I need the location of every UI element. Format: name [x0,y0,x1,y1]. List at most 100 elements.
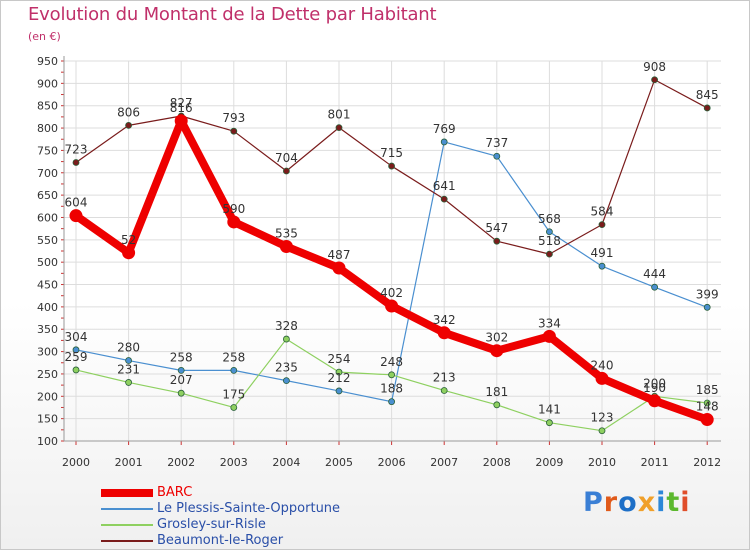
logo-letter: i [680,487,691,518]
data-point-le-plessis-sainte-opportune [493,152,501,160]
data-label-grosley-sur-risle: 328 [275,319,298,333]
data-label-grosley-sur-risle: 123 [591,411,614,425]
data-label-barc: 342 [433,313,456,327]
proxiti-logo: Proxiti [583,487,691,518]
y-tick-label: 850 [37,100,58,113]
logo-letter: P [583,487,604,518]
y-tick-label: 300 [37,346,58,359]
data-point-grosley-sur-risle [493,401,501,409]
data-label-barc: 487 [328,248,351,262]
data-label-le-plessis-sainte-opportune: 399 [696,287,719,301]
logo-letter: i [656,487,667,518]
data-label-barc: 590 [222,202,245,216]
data-point-barc [174,114,188,128]
data-point-barc [490,344,504,358]
data-point-grosley-sur-risle [230,404,238,411]
data-label-barc: 535 [275,227,298,241]
data-label-le-plessis-sainte-opportune: 212 [328,371,351,385]
y-tick-label: 450 [37,279,58,292]
data-point-le-plessis-sainte-opportune [546,228,553,236]
x-tick-label: 2005 [325,456,353,469]
data-point-grosley-sur-risle [335,368,343,376]
y-tick-label: 100 [37,435,58,448]
y-tick-label: 200 [37,390,58,403]
data-label-grosley-sur-risle: 248 [380,355,403,369]
x-tick-label: 2008 [483,456,511,469]
data-point-le-plessis-sainte-opportune [177,366,185,374]
data-point-le-plessis-sainte-opportune [440,138,448,146]
data-label-beaumont-le-roger: 827 [170,96,193,110]
data-point-le-plessis-sainte-opportune [72,346,80,354]
data-label-le-plessis-sainte-opportune: 188 [380,382,403,396]
legend-swatch [101,540,153,542]
data-label-grosley-sur-risle: 259 [65,350,88,364]
data-point-beaumont-le-roger [335,124,343,132]
data-label-barc: 302 [485,331,508,345]
data-point-beaumont-le-roger [546,250,553,258]
y-tick-label: 500 [37,256,58,269]
x-tick-label: 2001 [115,456,143,469]
y-tick-label: 900 [37,77,58,90]
y-tick-label: 400 [37,301,58,314]
data-label-beaumont-le-roger: 793 [222,111,245,125]
data-label-grosley-sur-risle: 200 [643,376,666,390]
data-point-le-plessis-sainte-opportune [282,377,290,385]
legend-swatch [101,489,153,497]
data-point-le-plessis-sainte-opportune [230,366,238,374]
y-tick-label: 950 [37,55,58,68]
legend-label: BARC [157,485,193,500]
data-label-le-plessis-sainte-opportune: 568 [538,212,561,226]
y-tick-label: 350 [37,323,58,336]
series-points [69,76,714,435]
chart-title: Evolution du Montant de la Dette par Hab… [28,4,437,25]
data-point-barc [122,246,136,260]
data-label-grosley-sur-risle: 175 [222,387,245,401]
data-label-le-plessis-sainte-opportune: 258 [170,350,193,364]
data-label-grosley-sur-risle: 254 [328,352,351,366]
data-point-grosley-sur-risle [125,379,132,386]
y-tick-label: 250 [37,368,58,381]
data-label-grosley-sur-risle: 207 [170,373,193,387]
x-tick-label: 2011 [641,456,669,469]
data-label-beaumont-le-roger: 845 [696,88,719,102]
data-point-grosley-sur-risle [546,419,553,427]
data-label-barc: 604 [65,196,88,210]
data-label-barc: 190 [643,381,666,395]
data-point-grosley-sur-risle [598,427,606,435]
data-label-beaumont-le-roger: 801 [328,108,351,122]
data-label-le-plessis-sainte-opportune: 491 [591,246,614,260]
data-point-beaumont-le-roger [282,167,290,175]
data-point-le-plessis-sainte-opportune [388,398,396,406]
data-label-le-plessis-sainte-opportune: 258 [222,350,245,364]
data-label-beaumont-le-roger: 641 [433,179,456,193]
legend-swatch [101,508,153,510]
data-label-beaumont-le-roger: 518 [538,234,561,248]
data-point-le-plessis-sainte-opportune [125,357,132,364]
x-tick-label: 2006 [378,456,406,469]
data-label-grosley-sur-risle: 181 [485,385,508,399]
data-point-grosley-sur-risle [177,389,185,397]
data-label-le-plessis-sainte-opportune: 769 [433,122,456,136]
data-point-beaumont-le-roger [493,237,501,245]
data-point-le-plessis-sainte-opportune [598,262,606,270]
y-tick-label: 800 [37,122,58,135]
data-label-barc: 52 [121,233,136,247]
x-tick-label: 2003 [220,456,248,469]
data-label-le-plessis-sainte-opportune: 304 [65,330,88,344]
data-label-barc: 816 [170,101,193,115]
x-tick-label: 2002 [167,456,195,469]
data-point-le-plessis-sainte-opportune [703,303,711,311]
y-tick-label: 600 [37,211,58,224]
x-tick-label: 2007 [430,456,458,469]
data-label-beaumont-le-roger: 723 [65,142,88,156]
data-label-beaumont-le-roger: 704 [275,151,298,165]
y-tick-label: 550 [37,234,58,247]
data-point-beaumont-le-roger [230,127,238,135]
axes: 100 150 200 250 300 350 400 450 500 550 600 650 700 7… [37,55,721,469]
data-label-beaumont-le-roger: 584 [591,205,614,219]
data-point-beaumont-le-roger [651,76,658,84]
data-label-le-plessis-sainte-opportune: 737 [485,136,508,150]
data-point-grosley-sur-risle [440,387,448,394]
